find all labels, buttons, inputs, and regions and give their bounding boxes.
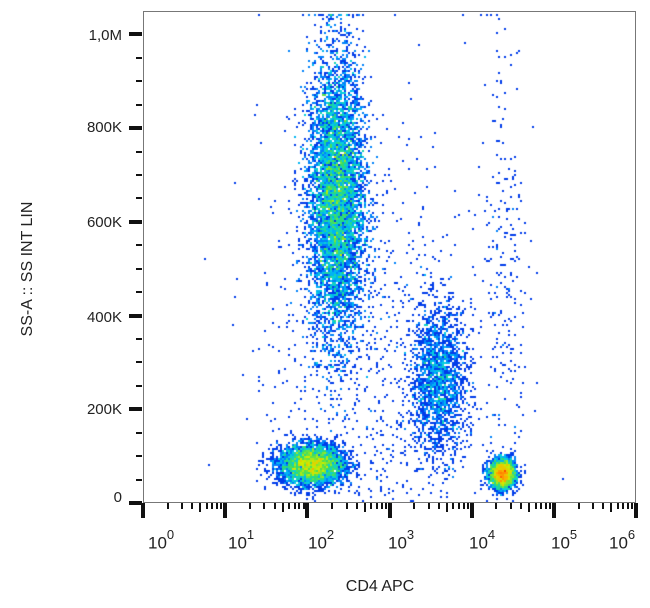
x-major-tick <box>387 503 392 518</box>
x-minor-tick <box>345 503 348 509</box>
x-minor-tick <box>610 503 613 512</box>
x-minor-tick <box>528 503 531 512</box>
x-minor-tick <box>495 503 498 509</box>
x-minor-tick <box>205 503 208 509</box>
x-minor-tick <box>540 503 543 509</box>
plot-area <box>143 11 636 503</box>
x-minor-tick <box>248 503 251 509</box>
x-minor-tick <box>302 503 305 509</box>
y-minor-tick <box>136 267 142 270</box>
x-minor-tick <box>331 503 334 509</box>
x-major-tick <box>634 503 638 518</box>
x-major-tick <box>305 503 310 518</box>
y-minor-tick <box>136 174 142 176</box>
x-tick-label: 102 <box>308 527 335 553</box>
x-minor-tick <box>452 503 455 509</box>
x-tick-label: 105 <box>551 527 578 553</box>
x-minor-tick <box>199 503 202 512</box>
x-minor-tick <box>220 503 223 509</box>
x-minor-tick <box>413 503 416 509</box>
y-minor-tick <box>136 361 142 364</box>
x-minor-tick <box>534 503 537 509</box>
x-minor-tick <box>602 503 605 509</box>
y-minor-tick <box>136 150 142 153</box>
y-minor-tick <box>136 80 142 83</box>
x-minor-tick <box>577 503 580 509</box>
y-minor-tick <box>136 478 142 481</box>
x-minor-tick <box>191 503 194 509</box>
y-tick-label: 1,0M <box>88 27 122 44</box>
x-minor-tick <box>622 503 625 509</box>
x-minor-tick <box>363 503 366 512</box>
x-minor-tick <box>457 503 460 509</box>
x-minor-tick <box>211 503 214 509</box>
x-minor-tick <box>427 503 430 509</box>
x-minor-tick <box>216 503 219 509</box>
x-tick-label: 101 <box>228 527 255 553</box>
x-minor-tick <box>549 503 552 509</box>
y-axis-title: SS-A :: SS INT LIN <box>19 201 36 337</box>
x-tick-label: 100 <box>148 527 175 553</box>
x-minor-tick <box>273 503 276 509</box>
y-tick-label: 600K <box>86 214 122 231</box>
x-minor-tick <box>462 503 465 509</box>
y-tick-label: 800K <box>86 119 122 136</box>
x-minor-tick <box>298 503 301 509</box>
x-minor-tick <box>616 503 619 509</box>
x-minor-tick <box>631 503 634 509</box>
x-minor-tick <box>520 503 523 509</box>
x-minor-tick <box>544 503 547 509</box>
x-minor-tick <box>437 503 440 509</box>
y-major-tick <box>129 407 142 412</box>
y-minor-tick <box>136 244 142 247</box>
y-major-tick <box>129 313 142 318</box>
x-minor-tick <box>281 503 284 512</box>
x-minor-tick <box>627 503 630 509</box>
x-minor-tick <box>592 503 595 509</box>
y-major-tick <box>129 126 142 131</box>
x-minor-tick <box>263 503 266 509</box>
x-minor-tick <box>181 503 184 509</box>
y-minor-tick <box>136 431 142 434</box>
x-major-tick <box>469 503 474 518</box>
x-axis-title: CD4 APC <box>345 578 415 595</box>
y-major-tick <box>129 32 142 37</box>
y-minor-tick <box>136 291 142 294</box>
y-tick-label: 200K <box>86 401 122 418</box>
y-minor-tick <box>136 338 142 340</box>
y-minor-tick <box>136 384 142 387</box>
x-minor-tick <box>288 503 291 509</box>
y-major-tick <box>129 501 142 505</box>
x-major-tick <box>141 503 145 518</box>
density-dot-plot <box>144 12 635 502</box>
y-minor-tick <box>136 103 142 106</box>
x-tick-label: 103 <box>388 527 415 553</box>
x-tick-label: 104 <box>469 527 496 553</box>
x-minor-tick <box>166 503 169 509</box>
y-tick-label: 400K <box>86 309 122 326</box>
x-minor-tick <box>380 503 383 509</box>
x-minor-tick <box>466 503 469 509</box>
x-tick-label: 106 <box>609 527 636 553</box>
y-minor-tick <box>136 455 142 458</box>
y-minor-tick <box>136 197 142 200</box>
x-minor-tick <box>293 503 296 509</box>
y-major-tick <box>129 219 142 224</box>
x-minor-tick <box>445 503 448 512</box>
y-tick-label: 0 <box>113 489 122 506</box>
x-minor-tick <box>370 503 373 509</box>
y-minor-tick <box>136 56 142 59</box>
x-major-tick <box>551 503 556 518</box>
x-minor-tick <box>355 503 358 509</box>
x-minor-tick <box>509 503 512 509</box>
x-minor-tick <box>384 503 387 509</box>
x-minor-tick <box>375 503 378 509</box>
x-major-tick <box>223 503 228 518</box>
